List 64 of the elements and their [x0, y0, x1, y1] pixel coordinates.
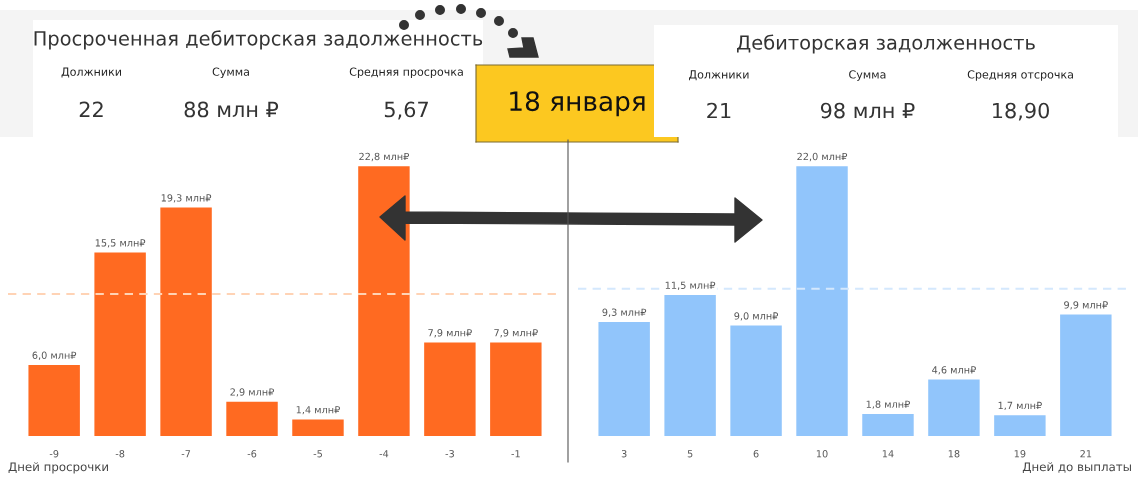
x-tick-label: 18: [948, 450, 960, 458]
bar: [862, 413, 914, 436]
bar: [160, 207, 212, 436]
x-tick-label: -1: [511, 450, 520, 458]
category-label: Средняя отсрочка: [967, 70, 1073, 81]
bar: [928, 379, 980, 436]
data-label: 4,6 млн₽: [932, 366, 976, 375]
bar: [226, 401, 278, 436]
bar: [358, 166, 410, 436]
x-tick-label: -6: [247, 450, 257, 458]
x-tick-label: -7: [181, 450, 191, 458]
bar: [28, 365, 80, 436]
data-label: 7,9 млн₽: [494, 329, 538, 338]
text: Просроченная дебиторская задолженность: [34, 30, 483, 50]
data-label: 15,5 млн₽: [95, 239, 146, 248]
data-label: 9,9 млн₽: [1064, 301, 1108, 310]
text: 98 млн ₽: [820, 102, 915, 119]
x-axis-title: Дней до выплаты: [1022, 462, 1131, 473]
text: Дебиторская задолженность: [737, 34, 1035, 54]
data-label: 7,9 млн₽: [428, 329, 472, 338]
category-label: Должники: [61, 67, 121, 78]
data-label: 9,3 млн₽: [602, 308, 647, 317]
x-tick-label: 10: [816, 450, 828, 458]
text: 21: [707, 102, 731, 119]
category-label: Сумма: [212, 67, 249, 79]
x-tick-label: -4: [379, 450, 389, 458]
bar: [730, 325, 782, 436]
bar: [664, 294, 716, 436]
x-tick-label: 3: [621, 450, 627, 458]
x-tick-label: -9: [49, 450, 59, 458]
data-label: 6,0 млн₽: [32, 351, 77, 360]
category-label: Сумма: [849, 70, 886, 81]
category-label: Должники: [689, 70, 749, 81]
bar: [598, 321, 650, 436]
data-label: 22,8 млн₽: [359, 152, 410, 162]
x-tick-label: 6: [753, 450, 759, 458]
x-tick-label: -3: [445, 450, 454, 458]
x-tick-label: 19: [1014, 450, 1026, 458]
bar: [1060, 314, 1112, 436]
x-tick-label: 21: [1080, 450, 1092, 458]
bar: [94, 252, 146, 436]
text: 5,67: [384, 101, 428, 120]
bar: [490, 342, 542, 436]
bar: [796, 166, 848, 436]
x-tick-label: -5: [313, 450, 322, 458]
x-tick-label: -8: [115, 450, 125, 458]
text: 18,90: [993, 102, 1049, 121]
data-label: 1,7 млн₽: [998, 401, 1042, 411]
text: 22: [79, 101, 103, 118]
data-label: 9,0 млн₽: [734, 312, 779, 321]
x-tick-label: 5: [687, 450, 693, 458]
bar: [994, 415, 1046, 436]
x-axis-title: Дней просрочки: [8, 462, 108, 474]
data-label: 2,9 млн₽: [230, 388, 275, 397]
category-label: Средняя просрочка: [349, 67, 463, 79]
data-label: 11,5 млн₽: [665, 281, 716, 290]
bar: [292, 419, 344, 436]
x-tick-label: 14: [882, 450, 894, 458]
data-label: 1,8 млн₽: [866, 400, 910, 409]
bar: [424, 342, 476, 436]
data-label: 22,0 млн₽: [797, 152, 848, 162]
data-label: 1,4 млн₽: [296, 406, 340, 415]
data-label: 19,3 млн₽: [161, 194, 212, 203]
text: 88 млн ₽: [184, 101, 279, 118]
